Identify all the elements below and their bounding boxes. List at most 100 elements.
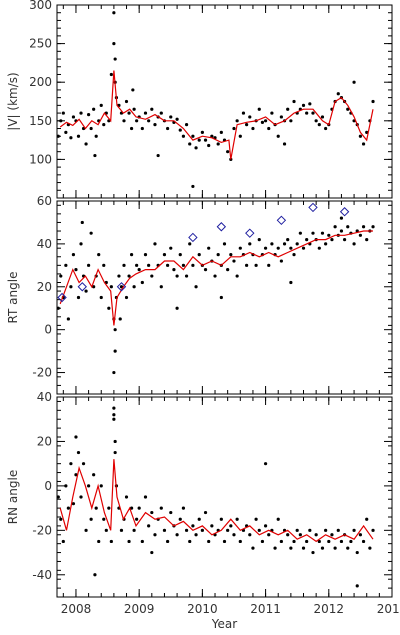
scatter-point — [349, 539, 353, 544]
scatter-point — [184, 123, 189, 127]
scatter-point — [324, 126, 328, 131]
scatter-point — [346, 546, 350, 550]
scatter-point — [84, 142, 88, 146]
scatter-point — [92, 473, 96, 477]
scatter-point — [317, 539, 321, 544]
scatter-point — [162, 528, 167, 532]
scatter-point — [56, 495, 60, 499]
scatter-point — [235, 119, 239, 123]
x-tick-label: 2010 — [187, 602, 218, 616]
scatter-point — [79, 495, 83, 499]
scatter-point — [89, 231, 93, 235]
scatter-point — [248, 115, 252, 119]
scatter-point — [118, 317, 122, 321]
scatter-point — [207, 539, 211, 544]
scatter-point — [219, 130, 223, 134]
scatter-point — [150, 107, 154, 111]
scatter-point — [352, 528, 356, 532]
scatter-point — [229, 253, 233, 257]
scatter-point — [324, 242, 328, 246]
scatter-point — [210, 134, 214, 138]
scatter-point — [147, 524, 151, 528]
scatter-point — [371, 225, 375, 229]
scatter-point — [301, 246, 306, 250]
scatter-point — [69, 136, 73, 140]
scatter-point — [137, 506, 141, 510]
scatter-point — [178, 517, 182, 521]
scatter-point — [245, 263, 249, 267]
scatter-point — [336, 528, 340, 532]
scatter-point — [368, 546, 372, 550]
scatter-point — [226, 528, 230, 532]
scatter-point — [207, 246, 211, 250]
scatter-point — [286, 238, 290, 242]
scatter-point — [270, 111, 274, 115]
scatter-point — [355, 550, 359, 555]
scatter-point — [219, 295, 223, 300]
scatter-point — [194, 146, 198, 150]
y-tick-label: 20 — [37, 280, 52, 294]
scatter-point — [282, 142, 287, 146]
scatter-point — [238, 246, 242, 250]
scatter-point — [333, 546, 337, 550]
scatter-point — [267, 263, 271, 267]
scatter-point — [131, 88, 135, 92]
scatter-point — [191, 134, 195, 138]
y-tick-label: 100 — [29, 152, 52, 166]
scatter-point — [181, 263, 186, 267]
y-tick-label: 150 — [29, 114, 52, 128]
scatter-point — [197, 253, 201, 257]
scatter-point — [112, 406, 116, 410]
diamond-marker — [245, 228, 255, 238]
scatter-point — [352, 80, 356, 84]
scatter-point — [181, 134, 186, 138]
scatter-point — [150, 510, 154, 515]
scatter-point — [84, 528, 88, 532]
scatter-point — [305, 539, 309, 544]
plot-frame — [56, 396, 393, 598]
scatter-point — [216, 253, 220, 257]
scatter-point — [197, 517, 201, 521]
scatter-point — [127, 539, 131, 544]
scatter-point — [76, 295, 81, 300]
rt-angle-panel: -20 0 20 40 60 RT angle — [6, 194, 393, 395]
scatter-point — [216, 142, 220, 146]
scatter-point — [76, 134, 81, 138]
scatter-point — [109, 539, 113, 544]
diamond-marker — [57, 292, 67, 303]
scatter-point — [181, 506, 186, 510]
scatter-point — [94, 134, 98, 138]
y-tick-label: 0 — [44, 479, 52, 493]
scatter-point — [327, 539, 331, 544]
scatter-point — [117, 274, 121, 278]
scatter-point — [153, 242, 157, 246]
scatter-point — [184, 528, 189, 532]
y-tick-label: 40 — [37, 237, 52, 251]
scatter-point — [222, 539, 227, 544]
plot-frame — [56, 4, 393, 199]
scatter-point — [129, 126, 134, 131]
scatter-point — [132, 528, 136, 532]
scatter-point — [289, 546, 293, 550]
diamond-marker — [77, 282, 87, 292]
y-tick-label: 250 — [29, 37, 52, 51]
scatter-point — [203, 138, 208, 142]
scatter-point — [56, 306, 60, 310]
rn-angle-panel: -40 -20 0 20 40 RN angle 2008 2009 2010 2011 2012 2… — [6, 390, 400, 631]
scatter-point — [238, 134, 242, 138]
scatter-point — [178, 128, 182, 132]
scatter-point — [361, 539, 366, 544]
scatter-point — [124, 495, 129, 499]
scatter-point — [112, 11, 116, 15]
scatter-point — [87, 263, 91, 267]
scatter-point — [260, 120, 265, 124]
scatter-point — [113, 328, 117, 332]
scatter-point — [194, 285, 198, 289]
scatter-point — [172, 268, 176, 272]
scatter-point — [295, 528, 299, 532]
scatter-point — [305, 238, 309, 242]
scatter-point — [292, 253, 296, 257]
scatter-point — [276, 134, 280, 138]
scatter-point — [238, 539, 242, 544]
scatter-point — [235, 274, 239, 278]
